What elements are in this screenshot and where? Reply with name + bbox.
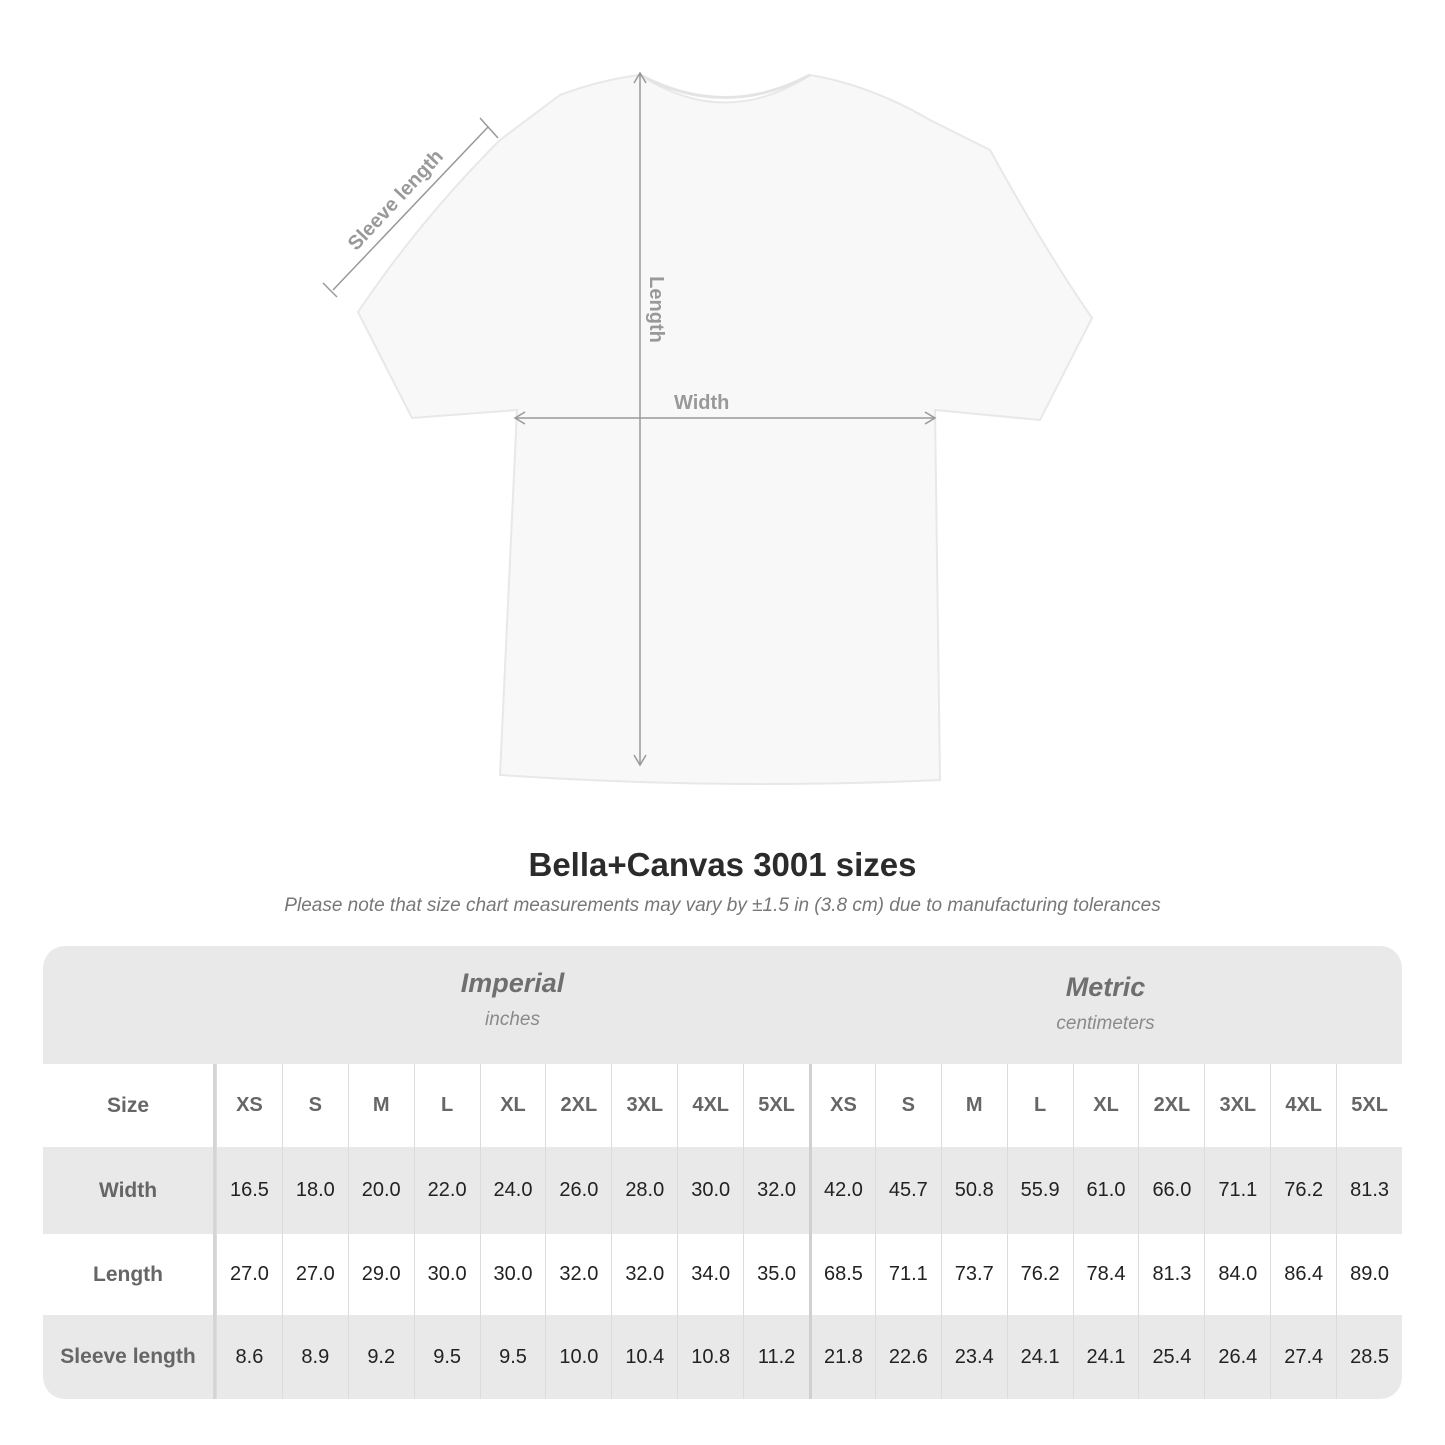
size-header-cell: 5XL (743, 1064, 809, 1147)
measure-arrows (322, 71, 937, 767)
table-cell: 8.6 (216, 1315, 282, 1399)
width-label: Width (674, 392, 730, 414)
table-cell: 10.4 (611, 1315, 677, 1399)
table-cell: 25.4 (1138, 1315, 1204, 1399)
size-header-cell: 5XL (1336, 1064, 1402, 1147)
size-header-cell: 4XL (1270, 1064, 1336, 1147)
collar (639, 73, 811, 99)
metric-title: Metric (1065, 972, 1146, 1002)
row-label: Length (43, 1234, 216, 1315)
table-cell: 11.2 (743, 1315, 809, 1399)
size-table: Imperial inches Metric centimeters Size … (43, 946, 1402, 1399)
table-cell: 9.5 (413, 1315, 480, 1399)
size-header-cell: 3XL (1204, 1064, 1270, 1147)
table-cell: 10.8 (677, 1315, 743, 1399)
tolerance-note: Please note that size chart measurements… (284, 895, 1161, 916)
table-row: Width 16.5 18.0 20.0 22.0 24.0 26.0 28.0 30.0 32.… (43, 1147, 1402, 1234)
table-cell: 50.8 (940, 1147, 1007, 1234)
tshirt-diagram (322, 71, 1094, 785)
imperial-title: Imperial (460, 968, 565, 998)
table-cell: 16.5 (216, 1147, 282, 1234)
table-cell: 27.4 (1270, 1315, 1336, 1399)
table-cell: 24.1 (1006, 1315, 1073, 1399)
table-cell: 9.2 (347, 1315, 414, 1399)
table-cell: 27.0 (281, 1234, 348, 1315)
table-cell: 23.4 (940, 1315, 1007, 1399)
table-cell: 32.0 (611, 1234, 677, 1315)
table-cell: 34.0 (677, 1234, 743, 1315)
table-cell: 35.0 (743, 1234, 809, 1315)
table-cell: 21.8 (809, 1315, 875, 1399)
table-cell: 9.5 (479, 1315, 546, 1399)
table-cell: 78.4 (1072, 1234, 1139, 1315)
table-cell: 42.0 (809, 1147, 875, 1234)
table-cell: 8.9 (281, 1315, 348, 1399)
size-header-cell: M (940, 1064, 1007, 1147)
table-cell: 22.0 (413, 1147, 480, 1234)
table-cell: 61.0 (1072, 1147, 1139, 1234)
size-header-cell: XS (809, 1064, 875, 1147)
tshirt-shape (356, 73, 1094, 785)
size-header-cell: L (1006, 1064, 1073, 1147)
table-cell: 30.0 (479, 1234, 546, 1315)
table-cell: 81.3 (1336, 1147, 1402, 1234)
size-header-cell: S (874, 1064, 941, 1147)
table-cell: 10.0 (545, 1315, 611, 1399)
table-cell: 76.2 (1006, 1234, 1073, 1315)
table-cell: 68.5 (809, 1234, 875, 1315)
table-cell: 84.0 (1204, 1234, 1270, 1315)
page-title: Bella+Canvas 3001 sizes (528, 846, 917, 883)
table-cell: 28.5 (1336, 1315, 1402, 1399)
table-cell: 22.6 (874, 1315, 941, 1399)
table-cell: 24.0 (479, 1147, 546, 1234)
size-header-cell: XL (479, 1064, 546, 1147)
table-cell: 29.0 (347, 1234, 414, 1315)
table-cell: 66.0 (1138, 1147, 1204, 1234)
table-cell: 45.7 (874, 1147, 941, 1234)
size-header-cell: 4XL (677, 1064, 743, 1147)
table-row: Sleeve length 8.6 8.9 9.2 9.5 9.5 10.0 10.4 10.8… (43, 1315, 1402, 1399)
table-row: Length 27.0 27.0 29.0 30.0 30.0 32.0 32.0 34.0 35… (43, 1234, 1402, 1315)
size-header-cell: M (347, 1064, 414, 1147)
table-cell: 32.0 (743, 1147, 809, 1234)
size-header-cell: L (413, 1064, 480, 1147)
table-cell: 71.1 (1204, 1147, 1270, 1234)
size-header-cell: XS (216, 1064, 282, 1147)
table-cell: 20.0 (347, 1147, 414, 1234)
table-cell: 18.0 (281, 1147, 348, 1234)
table-cell: 76.2 (1270, 1147, 1336, 1234)
table-cell: 26.4 (1204, 1315, 1270, 1399)
length-label: Length (644, 276, 667, 343)
table-cell: 32.0 (545, 1234, 611, 1315)
size-label: Size (43, 1064, 216, 1147)
size-header-row: Size XS S M L XL 2XL 3XL 4XL 5XL XS S M L XL 2XL 3XL 4XL… (43, 1064, 1402, 1147)
table-cell: 86.4 (1270, 1234, 1336, 1315)
table-cell: 89.0 (1336, 1234, 1402, 1315)
size-header-cell: XL (1072, 1064, 1139, 1147)
imperial-header: Imperial inches (216, 968, 809, 1086)
size-header-cell: 3XL (611, 1064, 677, 1147)
table-cell: 27.0 (216, 1234, 282, 1315)
metric-unit: centimeters (1056, 1013, 1155, 1034)
imperial-unit: inches (485, 1009, 540, 1030)
table-cell: 30.0 (413, 1234, 480, 1315)
table-cell: 24.1 (1072, 1315, 1139, 1399)
table-cell: 71.1 (874, 1234, 941, 1315)
table-cell: 30.0 (677, 1147, 743, 1234)
table-cell: 55.9 (1006, 1147, 1073, 1234)
size-header-cell: 2XL (1138, 1064, 1204, 1147)
table-cell: 28.0 (611, 1147, 677, 1234)
table-cell: 81.3 (1138, 1234, 1204, 1315)
table-cell: 26.0 (545, 1147, 611, 1234)
table-cell: 73.7 (940, 1234, 1007, 1315)
size-header-cell: 2XL (545, 1064, 611, 1147)
row-label: Sleeve length (43, 1315, 216, 1399)
size-header-cell: S (281, 1064, 348, 1147)
metric-header: Metric centimeters (809, 972, 1402, 1090)
row-label: Width (43, 1147, 216, 1234)
